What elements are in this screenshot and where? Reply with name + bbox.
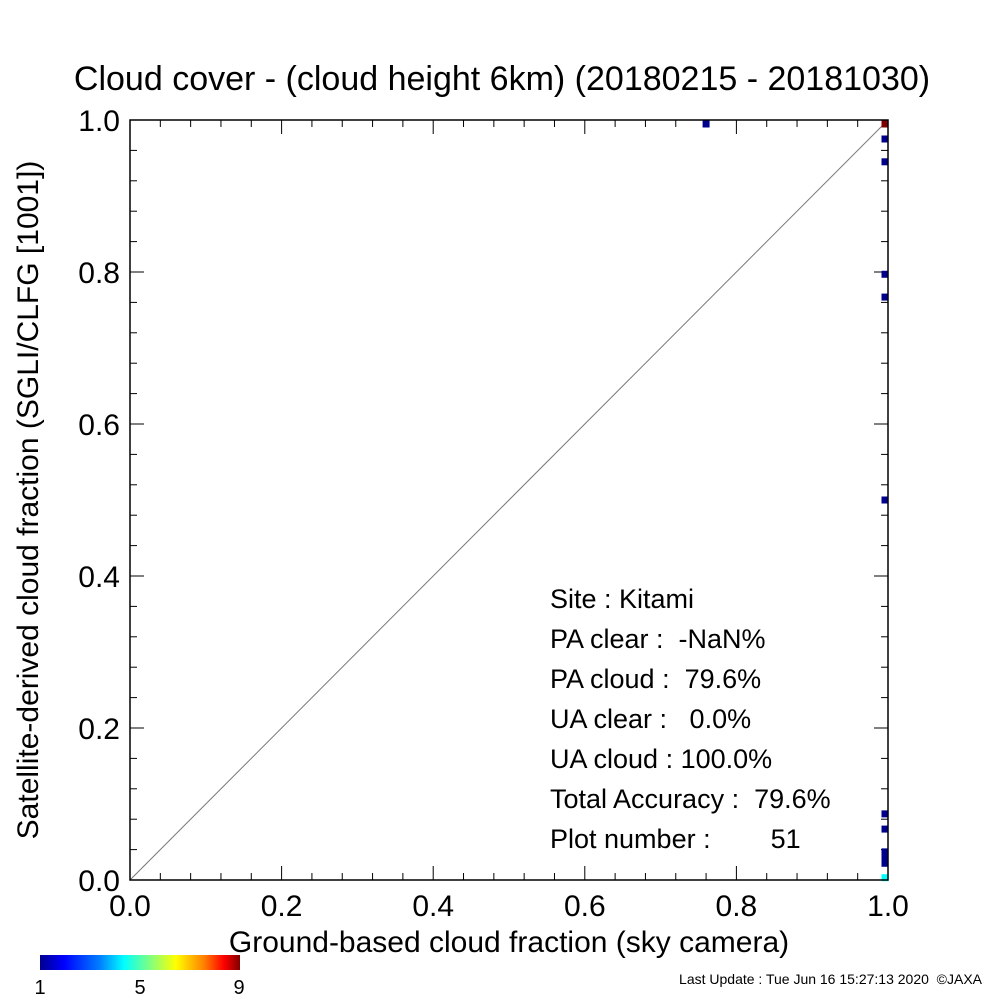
colorbar-mid-label: 5: [134, 977, 145, 999]
stats-box: Site : Kitami PA clear : -NaN% PA cloud …: [550, 584, 831, 854]
stat-pa-cloud: PA cloud : 79.6%: [550, 664, 761, 694]
data-point: [881, 496, 889, 504]
y-axis-label: Satellite-derived cloud fraction (SGLI/C…: [12, 161, 45, 840]
x-tick-label: 0.8: [716, 890, 758, 923]
y-tick-label: 0.4: [78, 561, 120, 594]
y-tick-label: 0.6: [78, 409, 120, 442]
plot-frame: [129, 119, 889, 881]
y-tick-label: 0.2: [78, 713, 120, 746]
data-point: [881, 825, 889, 833]
data-points: [702, 120, 889, 882]
stat-ua-clear: UA clear : 0.0%: [550, 704, 751, 734]
stat-ua-cloud: UA cloud : 100.0%: [550, 744, 772, 774]
last-update-footer: Last Update : Tue Jun 16 15:27:13 2020 ©…: [679, 971, 983, 987]
data-point: [881, 874, 889, 882]
data-point: [881, 270, 889, 278]
y-tick-label: 0.8: [78, 257, 120, 290]
data-point: [881, 853, 889, 861]
x-tick-label: 1.0: [867, 890, 909, 923]
data-point: [881, 120, 889, 128]
axis-tick-labels: 0.0 0.2 0.4 0.6 0.8 1.0 0.0 0.2 0.4 0.6 0.8 1.0: [78, 105, 909, 923]
reference-line: [129, 119, 889, 881]
data-point: [881, 135, 889, 143]
data-point: [881, 810, 889, 818]
colorbar: 1 5 9: [34, 955, 245, 999]
data-point: [881, 293, 889, 301]
y-tick-label: 0.0: [78, 865, 120, 898]
data-point: [881, 158, 889, 166]
x-axis-label: Ground-based cloud fraction (sky camera): [229, 926, 789, 959]
stat-pa-clear: PA clear : -NaN%: [550, 624, 766, 654]
data-point: [881, 848, 889, 856]
stat-plot-number: Plot number : 51: [550, 824, 801, 854]
y-tick-label: 1.0: [78, 105, 120, 138]
x-tick-label: 0.4: [412, 890, 454, 923]
colorbar-max-label: 9: [233, 977, 244, 999]
x-tick-label: 0.6: [564, 890, 606, 923]
stat-site: Site : Kitami: [550, 584, 694, 614]
x-tick-label: 0.0: [109, 890, 151, 923]
chart-title: Cloud cover - (cloud height 6km) (201802…: [74, 60, 930, 98]
colorbar-min-label: 1: [34, 977, 45, 999]
data-point: [702, 120, 710, 128]
stat-total-accuracy: Total Accuracy : 79.6%: [550, 784, 831, 814]
data-point: [881, 859, 889, 867]
x-tick-label: 0.2: [261, 890, 303, 923]
colorbar-gradient: [40, 955, 240, 970]
